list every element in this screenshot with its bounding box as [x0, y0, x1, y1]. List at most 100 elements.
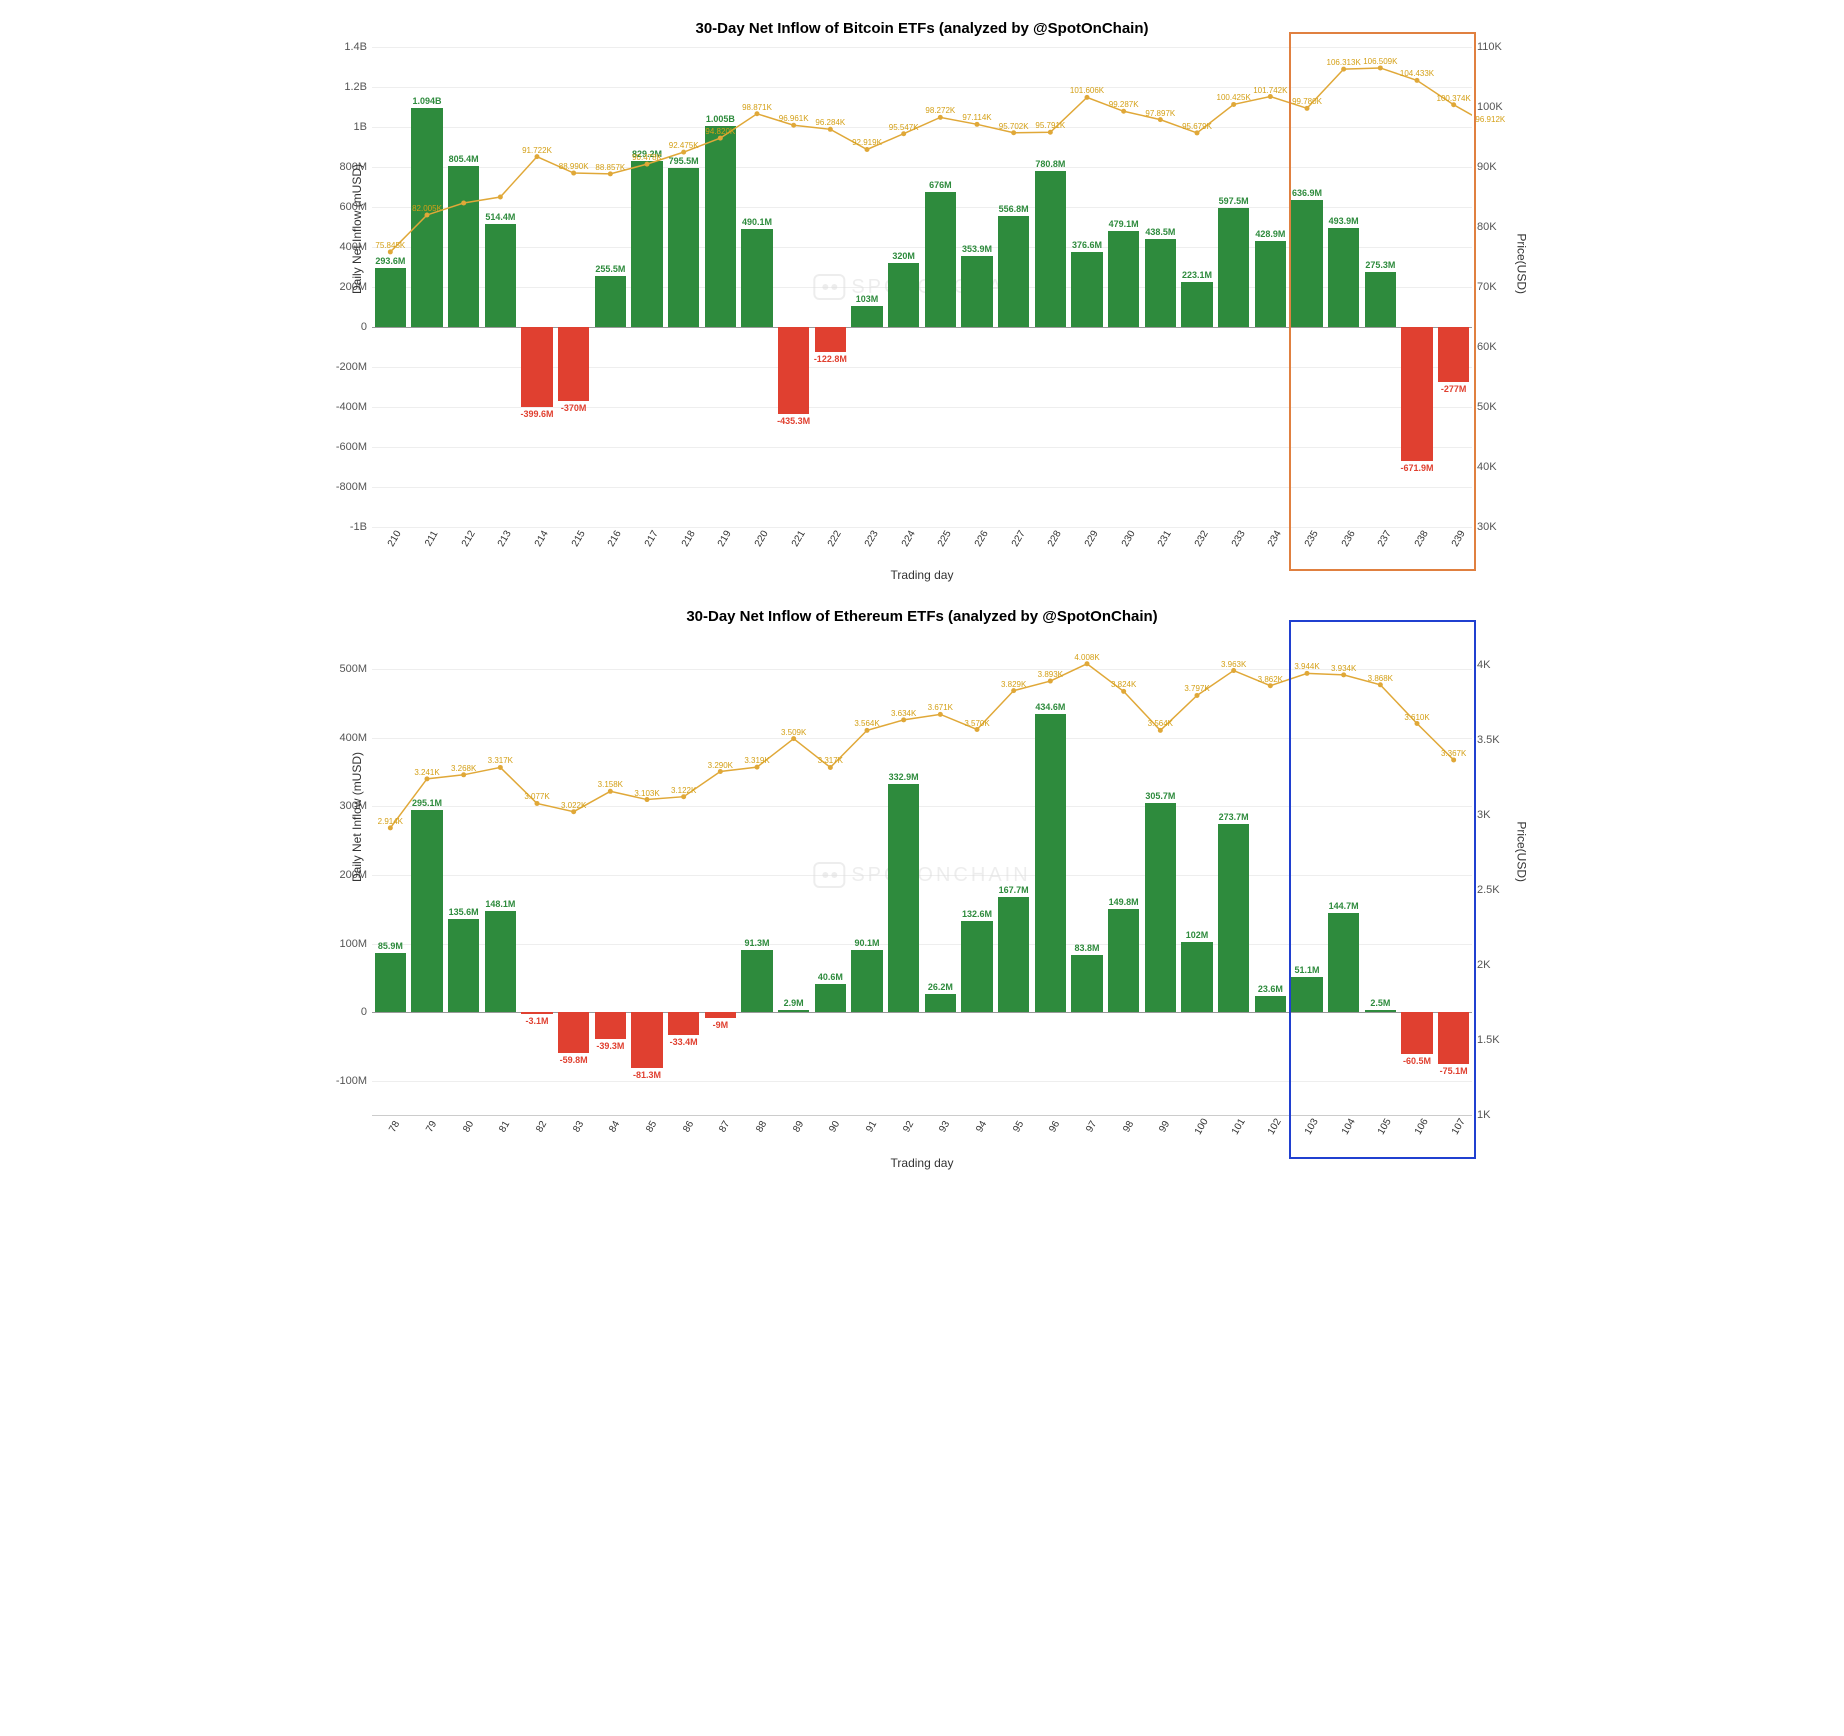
ethereum-bar — [521, 1012, 552, 1014]
bitcoin-price-label: 99.780K — [1292, 98, 1322, 107]
ethereum-bar-label: 2.9M — [784, 998, 804, 1008]
bitcoin-bar — [1438, 327, 1469, 382]
ethereum-x-tick: 95 — [1011, 1119, 1026, 1134]
bitcoin-x-tick: 215 — [569, 529, 587, 549]
y-right-tick: 60K — [1477, 341, 1522, 353]
ethereum-bars: 85.9M295.1M135.6M148.1M-3.1M-59.8M-39.3M… — [372, 635, 1472, 1115]
bitcoin-bar — [1328, 228, 1359, 327]
y-left-tick: -200M — [322, 361, 367, 373]
ethereum-price-label: 3.290K — [708, 761, 733, 770]
ethereum-bar-label: -33.4M — [670, 1037, 698, 1047]
bitcoin-bar — [778, 327, 809, 414]
y-left-tick: -100M — [322, 1075, 367, 1087]
bitcoin-price-label: 97.114K — [962, 114, 991, 123]
ethereum-bar — [1438, 1012, 1469, 1063]
bitcoin-bar-label: -399.6M — [520, 409, 553, 419]
ethereum-bar — [1145, 803, 1176, 1013]
bitcoin-bar — [631, 161, 662, 327]
ethereum-bar — [1365, 1010, 1396, 1012]
y-left-tick: 500M — [322, 663, 367, 675]
bitcoin-price-label: 100.374K — [1437, 94, 1471, 103]
ethereum-bar — [1218, 824, 1249, 1012]
ethereum-x-tick: 102 — [1266, 1117, 1284, 1137]
ethereum-bar-label: 40.6M — [818, 972, 843, 982]
bitcoin-bar — [1291, 200, 1322, 327]
ethereum-bar — [961, 921, 992, 1012]
ethereum-x-tick: 88 — [754, 1119, 769, 1134]
ethereum-price-label: 2.914K — [378, 817, 403, 826]
ethereum-bar — [558, 1012, 589, 1053]
bitcoin-x-tick: 219 — [716, 529, 734, 549]
ethereum-x-tick: 92 — [901, 1119, 916, 1134]
ethereum-bar-label: 90.1M — [854, 938, 879, 948]
ethereum-bar-label: -81.3M — [633, 1070, 661, 1080]
ethereum-bar-label: 26.2M — [928, 982, 953, 992]
bitcoin-bar-label: 490.1M — [742, 217, 772, 227]
bitcoin-bar-label: 1.005B — [706, 114, 735, 124]
bitcoin-x-axis-label: Trading day — [891, 568, 954, 582]
bitcoin-bar — [595, 276, 626, 327]
bitcoin-price-label: 106.509K — [1363, 57, 1397, 66]
y-left-tick: 1B — [322, 121, 367, 133]
bitcoin-bar — [1145, 239, 1176, 327]
bitcoin-bar-label: 795.5M — [669, 156, 699, 166]
ethereum-x-tick: 105 — [1376, 1117, 1394, 1137]
ethereum-bar-label: 148.1M — [485, 899, 515, 909]
bitcoin-bar — [448, 166, 479, 327]
ethereum-bar — [631, 1012, 662, 1068]
ethereum-x-tick: 101 — [1229, 1117, 1247, 1137]
bitcoin-bar — [961, 256, 992, 327]
ethereum-bar-label: -3.1M — [525, 1016, 548, 1026]
ethereum-price-label: 3.268K — [451, 764, 476, 773]
bitcoin-y-left-label: Daily Net Inflow (mUSD) — [350, 164, 364, 294]
y-left-tick: -1B — [322, 521, 367, 533]
bitcoin-bar-label: 805.4M — [449, 154, 479, 164]
ethereum-bar — [741, 950, 772, 1013]
ethereum-x-tick: 106 — [1413, 1117, 1431, 1137]
ethereum-bar — [1181, 942, 1212, 1012]
ethereum-bar — [1108, 909, 1139, 1012]
bitcoin-x-tick: 226 — [973, 529, 991, 549]
y-right-tick: 90K — [1477, 161, 1522, 173]
ethereum-x-tick: 99 — [1158, 1119, 1173, 1134]
bitcoin-price-label: 97.897K — [1145, 109, 1175, 118]
bitcoin-bar-label: 376.6M — [1072, 240, 1102, 250]
y-left-tick: -400M — [322, 401, 367, 413]
y-right-tick: 100K — [1477, 101, 1522, 113]
bitcoin-bar — [851, 306, 882, 327]
ethereum-x-tick: 79 — [424, 1119, 439, 1134]
y-right-tick: 1K — [1477, 1109, 1522, 1121]
bitcoin-y-right-label: Price(USD) — [1515, 233, 1529, 294]
ethereum-price-label: 3.634K — [891, 709, 916, 718]
bitcoin-x-tick: 228 — [1046, 529, 1064, 549]
bitcoin-price-label: 96.912K — [1475, 115, 1505, 124]
ethereum-price-label: 3.564K — [854, 720, 879, 729]
y-right-tick: 2.5K — [1477, 884, 1522, 896]
bitcoin-x-tick: 234 — [1266, 529, 1284, 549]
bitcoin-bar-label: 275.3M — [1365, 260, 1395, 270]
bitcoin-bar — [815, 327, 846, 352]
bitcoin-bar-label: 636.9M — [1292, 188, 1322, 198]
y-right-tick: 30K — [1477, 521, 1522, 533]
bitcoin-x-tick: 211 — [423, 529, 441, 548]
ethereum-bar — [998, 897, 1029, 1012]
ethereum-x-tick: 90 — [828, 1119, 843, 1134]
ethereum-x-tick: 97 — [1084, 1119, 1099, 1134]
ethereum-x-tick: 83 — [571, 1119, 586, 1134]
bitcoin-bar-label: 255.5M — [595, 264, 625, 274]
bitcoin-bar-label: 293.6M — [375, 256, 405, 266]
bitcoin-x-tick: 235 — [1303, 529, 1321, 549]
ethereum-x-tick: 98 — [1121, 1119, 1136, 1134]
ethereum-bar-label: 51.1M — [1294, 965, 1319, 975]
bitcoin-bar — [558, 327, 589, 401]
bitcoin-x-tick: 224 — [899, 529, 917, 549]
ethereum-bar-label: 144.7M — [1329, 901, 1359, 911]
bitcoin-x-tick: 236 — [1339, 529, 1357, 549]
bitcoin-bar — [521, 327, 552, 407]
ethereum-bar — [888, 784, 919, 1012]
bitcoin-price-label: 99.287K — [1109, 100, 1139, 109]
ethereum-price-label: 3.077K — [524, 793, 549, 802]
bitcoin-bar-label: 223.1M — [1182, 270, 1212, 280]
ethereum-y-right-label: Price(USD) — [1515, 821, 1529, 882]
bitcoin-bar — [1108, 231, 1139, 327]
